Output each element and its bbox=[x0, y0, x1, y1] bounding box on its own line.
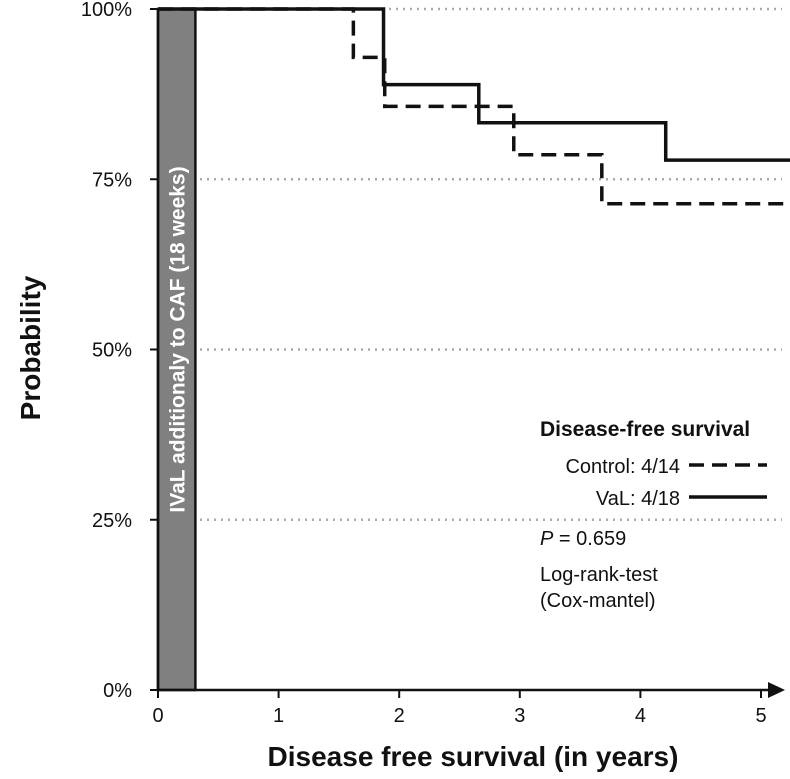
x-tick-label-0: 0 bbox=[152, 705, 163, 727]
treatment-band-group: IVaL additionaly to CAF (18 weeks) bbox=[156, 7, 197, 692]
y-tick-label-100: 100% bbox=[81, 0, 132, 21]
y-tick-label-0: 0% bbox=[103, 680, 132, 702]
treatment-band-label: IVaL additionaly to CAF (18 weeks) bbox=[167, 166, 190, 512]
gridlines bbox=[158, 7, 782, 521]
series-line-control bbox=[158, 7, 790, 206]
x-tick-label-1: 1 bbox=[273, 705, 284, 727]
series-line-val bbox=[158, 7, 790, 162]
legend-label-val: VaL: 4/18 bbox=[596, 488, 680, 510]
survival-curves bbox=[158, 7, 790, 206]
x-axis-arrowhead bbox=[768, 682, 785, 698]
legend: Disease-free survival Control: 4/14 VaL:… bbox=[540, 418, 767, 612]
y-axis-title: Probability bbox=[15, 275, 46, 420]
test-name-line-2: (Cox-mantel) bbox=[540, 590, 656, 612]
legend-label-control: Control: 4/14 bbox=[565, 456, 680, 478]
p-value-annotation: P = 0.659 bbox=[540, 528, 626, 550]
legend-title: Disease-free survival bbox=[540, 418, 750, 441]
p-symbol: P bbox=[540, 528, 554, 550]
axes: 0 1 2 3 4 50%25%50%75%100% bbox=[81, 0, 785, 727]
y-tick-label-75: 75% bbox=[92, 169, 132, 191]
x-tick-label-5: 5 bbox=[755, 705, 766, 727]
x-tick-label-3: 3 bbox=[514, 705, 525, 727]
x-axis-title: Disease free survival (in years) bbox=[268, 741, 679, 772]
y-tick-label-50: 50% bbox=[92, 340, 132, 362]
test-name-line-1: Log-rank-test bbox=[540, 564, 658, 586]
x-tick-label-2: 2 bbox=[394, 705, 405, 727]
y-tick-label-25: 25% bbox=[92, 510, 132, 532]
x-tick-label-4: 4 bbox=[635, 705, 646, 727]
p-value: = 0.659 bbox=[553, 528, 626, 550]
